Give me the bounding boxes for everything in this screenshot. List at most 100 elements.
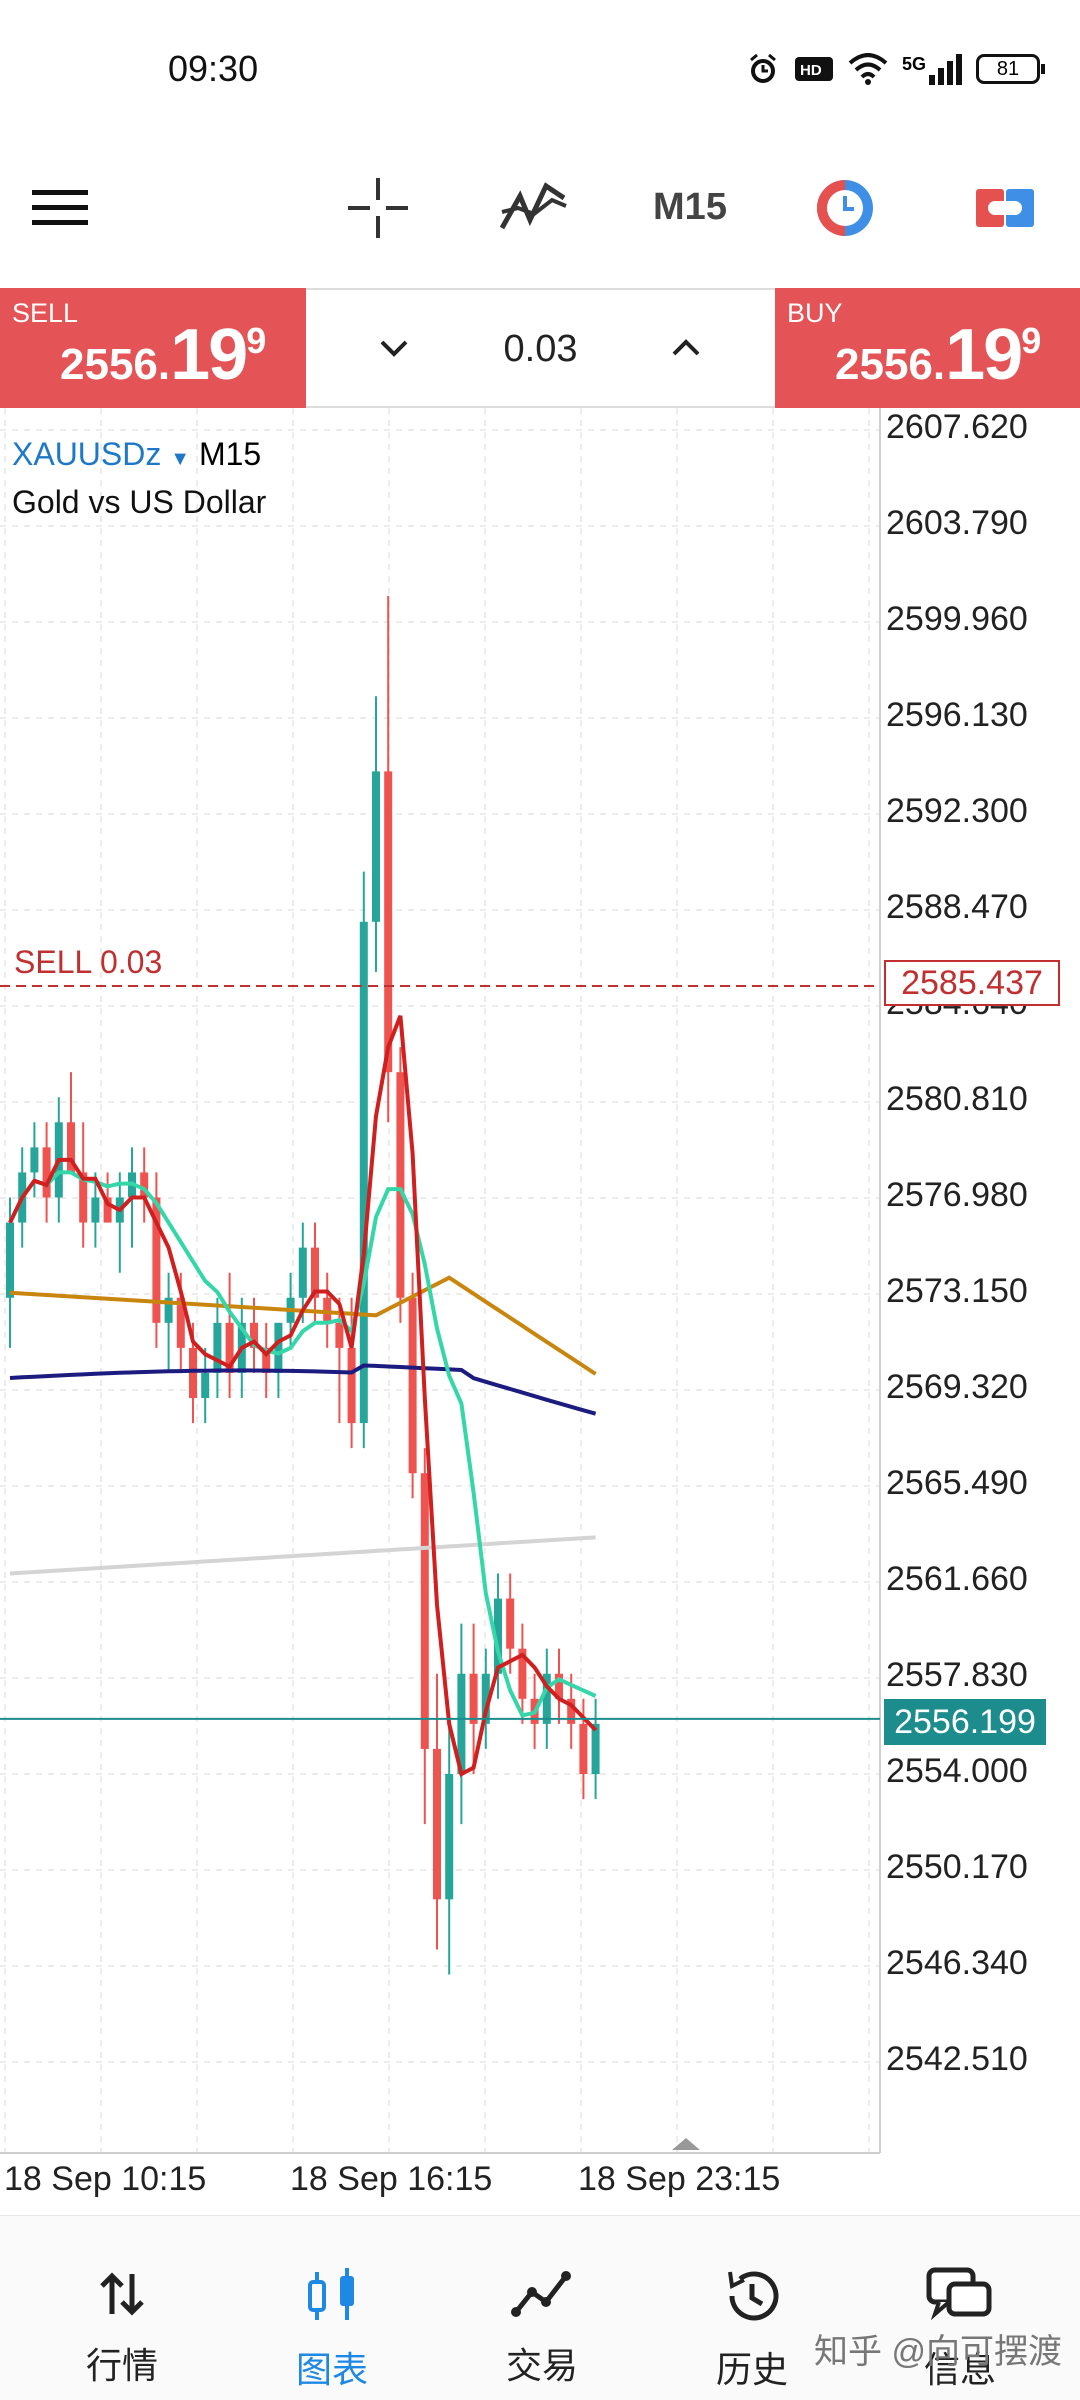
clock-button[interactable]: [810, 170, 880, 245]
price-chart[interactable]: XAUUSDz ▼ M15 Gold vs US Dollar SELL 0.0…: [0, 408, 1080, 2208]
battery-level: 81: [996, 57, 1020, 80]
lot-size-value[interactable]: 0.03: [503, 328, 578, 370]
alarm-icon: [750, 53, 776, 83]
candle-body: [567, 1698, 576, 1724]
ma-mid-line: [8, 1170, 597, 1718]
ma-fast-line: [8, 1015, 598, 1777]
status-bar: 09:30 HD 5G 81: [0, 0, 1080, 130]
nav-label: 图表: [295, 2349, 368, 2390]
position-label[interactable]: SELL 0.03: [14, 944, 163, 980]
current-price-tag: 2556.199: [884, 1699, 1046, 1745]
chart-canvas[interactable]: [0, 408, 1080, 2208]
nav-messages[interactable]: 信息: [890, 2266, 1030, 2393]
sell-price: 2556.199: [60, 314, 266, 396]
candle-body: [396, 1072, 405, 1298]
signal-bar: [947, 60, 953, 85]
chart-toolbar: M15: [0, 130, 1080, 285]
price-label: 2588.470: [886, 888, 1028, 926]
price-label: 2576.980: [886, 1176, 1028, 1214]
sell-button[interactable]: SELL 2556.199: [0, 288, 306, 408]
candle-body: [323, 1297, 332, 1323]
price-label: 2592.300: [886, 792, 1028, 830]
timeframe-button[interactable]: M15: [653, 186, 727, 228]
candle-body: [103, 1197, 112, 1223]
network-type: 5G: [901, 53, 926, 74]
candle-body: [359, 921, 368, 1424]
candle-body: [176, 1297, 185, 1348]
time-label: 18 Sep 23:15: [578, 2160, 781, 2198]
crosshair-icon: [347, 177, 408, 238]
candle-body: [372, 771, 380, 922]
candle-body: [225, 1322, 234, 1373]
candle-body: [494, 1598, 502, 1674]
quotes-icon: [100, 2272, 144, 2316]
increase-lot-button[interactable]: [668, 330, 704, 366]
candle-body: [201, 1372, 210, 1399]
price-label: 2550.170: [886, 1848, 1028, 1886]
signal-bar: [956, 53, 962, 85]
crosshair-button[interactable]: [340, 170, 415, 245]
nav-trade[interactable]: 交易: [472, 2266, 612, 2389]
status-time: 09:30: [168, 48, 259, 89]
buy-price-big: 19: [945, 315, 1023, 395]
hamburger-icon: [32, 189, 88, 225]
time-label: 18 Sep 10:15: [4, 2160, 207, 2198]
candle-body: [42, 1147, 51, 1198]
price-label: 2561.660: [886, 1560, 1028, 1598]
hd-icon: HD: [794, 57, 833, 81]
nav-chart[interactable]: 图表: [262, 2266, 402, 2393]
candle-body: [579, 1723, 588, 1774]
price-label: 2557.830: [886, 1656, 1028, 1694]
candle-body: [347, 1347, 356, 1424]
candle-body: [469, 1673, 478, 1724]
candle-body: [67, 1122, 75, 1173]
wifi-icon: [848, 53, 888, 85]
history-icon: [728, 2271, 779, 2321]
svg-text:HD: HD: [800, 62, 822, 79]
price-label: 2599.960: [886, 600, 1028, 638]
candle-body: [164, 1297, 173, 1323]
candle-body: [384, 771, 393, 1073]
signal-indicator: 5G: [901, 53, 962, 85]
candle-body: [140, 1172, 149, 1198]
chart-timeframe: M15: [198, 436, 262, 472]
ma-slow2-line: [9, 1363, 597, 1416]
sell-label: SELL: [12, 298, 79, 328]
signal-bar: [929, 74, 935, 85]
buy-label: BUY: [787, 298, 843, 328]
nav-quotes[interactable]: 行情: [52, 2266, 192, 2389]
candle-body: [433, 1748, 441, 1900]
decrease-lot-button[interactable]: [376, 330, 412, 366]
candle-body: [30, 1147, 39, 1173]
one-click-trading-icon: [976, 188, 1034, 227]
nav-label: 行情: [85, 2345, 158, 2386]
buy-price: 2556.199: [835, 314, 1041, 396]
indicators-button[interactable]: [495, 170, 570, 245]
candle-body: [420, 1473, 429, 1749]
one-click-trading-button[interactable]: [970, 170, 1040, 245]
price-label: 2603.790: [886, 504, 1028, 542]
battery-tip: [1041, 64, 1045, 74]
candle-body: [542, 1673, 551, 1724]
symbol-dropdown-icon[interactable]: ▼: [170, 448, 191, 470]
buy-button[interactable]: BUY 2556.199: [775, 288, 1080, 408]
price-label: 2542.510: [886, 2040, 1028, 2078]
price-label: 2565.490: [886, 1464, 1028, 1502]
scroll-marker: [672, 2138, 700, 2150]
price-label: 2569.320: [886, 1368, 1028, 1406]
candle-body: [274, 1322, 283, 1373]
nav-history[interactable]: 历史: [682, 2266, 822, 2393]
chart-symbol-header[interactable]: XAUUSDz ▼ M15: [12, 436, 261, 473]
candle-body: [189, 1347, 197, 1399]
battery-icon: 81: [976, 54, 1045, 84]
candle-body: [481, 1673, 490, 1724]
price-label: 2546.340: [886, 1944, 1028, 1982]
candle-body: [445, 1774, 454, 1900]
symbol-name[interactable]: XAUUSDz: [12, 436, 162, 472]
price-label: 2573.150: [886, 1272, 1028, 1310]
sell-price-sup: 9: [246, 320, 267, 361]
position-price-tag: 2585.437: [884, 960, 1060, 1006]
sell-price-main: 2556.: [60, 340, 171, 389]
menu-button[interactable]: [30, 170, 90, 245]
price-label: 2596.130: [886, 696, 1028, 734]
